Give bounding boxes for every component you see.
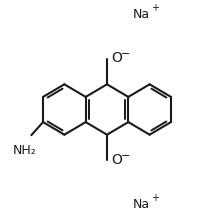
Text: Na: Na — [133, 198, 150, 211]
Text: −: − — [120, 49, 130, 59]
Text: +: + — [151, 193, 159, 203]
Text: O: O — [111, 153, 122, 167]
Text: +: + — [151, 3, 159, 13]
Text: Na: Na — [133, 8, 150, 21]
Text: −: − — [120, 151, 130, 161]
Text: O: O — [111, 51, 122, 65]
Text: NH₂: NH₂ — [13, 144, 37, 157]
